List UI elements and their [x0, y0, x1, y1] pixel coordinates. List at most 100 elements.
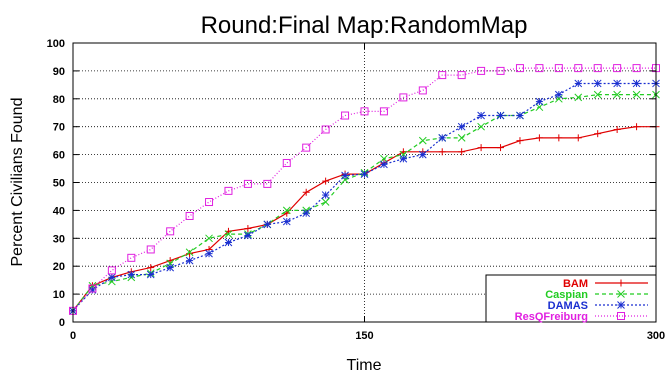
data-point [263, 220, 272, 229]
data-point [380, 154, 388, 163]
x-tick-label: 300 [647, 330, 665, 342]
y-tick-label: 100 [47, 38, 65, 50]
data-point [496, 66, 505, 75]
chart-title: Round:Final Map:RandomMap [201, 12, 528, 39]
data-point [477, 144, 485, 152]
data-point [88, 284, 97, 293]
y-tick-label: 10 [53, 289, 65, 301]
data-point [613, 90, 621, 99]
legend-item: ResQFreiburg [515, 311, 648, 323]
data-point [555, 134, 563, 142]
data-point [613, 79, 621, 88]
series-layer [69, 64, 660, 315]
data-point [282, 158, 291, 167]
data-point [632, 90, 641, 99]
data-point [515, 64, 524, 73]
data-point [282, 206, 291, 215]
series-damas [69, 79, 660, 315]
legend-item: Caspian [545, 289, 648, 301]
data-point [341, 171, 349, 180]
data-point [535, 64, 544, 73]
data-point [593, 90, 602, 99]
ticks: 0 10 20 30 40 50 60 70 80 90 100 0 150 300 [47, 38, 666, 342]
data-point [477, 66, 486, 75]
data-point [321, 125, 330, 134]
data-point [302, 143, 311, 152]
data-point [457, 122, 466, 131]
data-point [516, 137, 524, 145]
y-tick-label: 40 [53, 205, 65, 217]
data-point [399, 93, 408, 102]
data-point [224, 238, 233, 247]
data-point [418, 150, 427, 159]
x-tick-label: 150 [355, 330, 373, 342]
legend-label: ResQFreiburg [515, 311, 588, 323]
data-point [438, 71, 447, 80]
data-point [594, 130, 602, 138]
data-point [147, 264, 155, 272]
y-tick-label: 90 [53, 66, 65, 78]
y-tick-label: 0 [59, 317, 65, 329]
data-point [302, 209, 311, 218]
data-point [185, 256, 194, 265]
data-point [244, 225, 252, 233]
data-point [341, 111, 350, 120]
data-point [146, 245, 155, 254]
data-point [282, 217, 291, 226]
series-line [72, 67, 656, 312]
data-point [108, 273, 116, 282]
data-point [477, 111, 485, 120]
y-tick-label: 60 [53, 150, 65, 162]
legend-label: Caspian [545, 289, 588, 301]
data-point [496, 111, 505, 120]
data-point [593, 64, 602, 73]
data-point [535, 134, 543, 142]
y-tick-label: 70 [53, 122, 65, 134]
data-point [535, 97, 544, 106]
data-point [418, 136, 427, 145]
data-point [166, 263, 175, 272]
data-point [205, 198, 214, 207]
data-point [617, 301, 625, 309]
data-point [632, 64, 641, 73]
data-point [535, 103, 544, 112]
data-point [458, 148, 466, 156]
data-point [554, 90, 563, 99]
data-point [380, 160, 388, 169]
data-point [593, 79, 602, 88]
data-point [224, 230, 233, 238]
series-resqfreiburg [69, 64, 660, 315]
data-point [224, 186, 233, 195]
data-point [617, 279, 625, 287]
data-point [613, 125, 621, 133]
data-point [574, 93, 583, 102]
data-point [497, 144, 505, 152]
y-tick-label: 50 [53, 178, 65, 190]
data-point [185, 248, 194, 257]
data-point [554, 64, 563, 73]
data-point [574, 64, 583, 73]
data-point [360, 170, 369, 178]
data-point [633, 123, 641, 131]
data-point [617, 312, 625, 320]
data-point [263, 179, 272, 188]
data-point [399, 154, 408, 163]
data-point [418, 86, 427, 95]
data-point [516, 111, 524, 120]
legend-label: DAMAS [548, 300, 588, 312]
data-point [127, 270, 136, 279]
data-point [186, 250, 194, 258]
legend-item: DAMAS [548, 300, 648, 312]
y-tick-label: 30 [53, 233, 65, 245]
data-point [617, 290, 625, 298]
data-point [613, 64, 622, 73]
data-point [574, 79, 583, 88]
data-point [438, 134, 447, 142]
data-point [322, 177, 330, 185]
legend-label: BAM [563, 278, 588, 290]
data-point [321, 191, 330, 199]
data-point [107, 266, 116, 275]
data-point [457, 134, 466, 142]
